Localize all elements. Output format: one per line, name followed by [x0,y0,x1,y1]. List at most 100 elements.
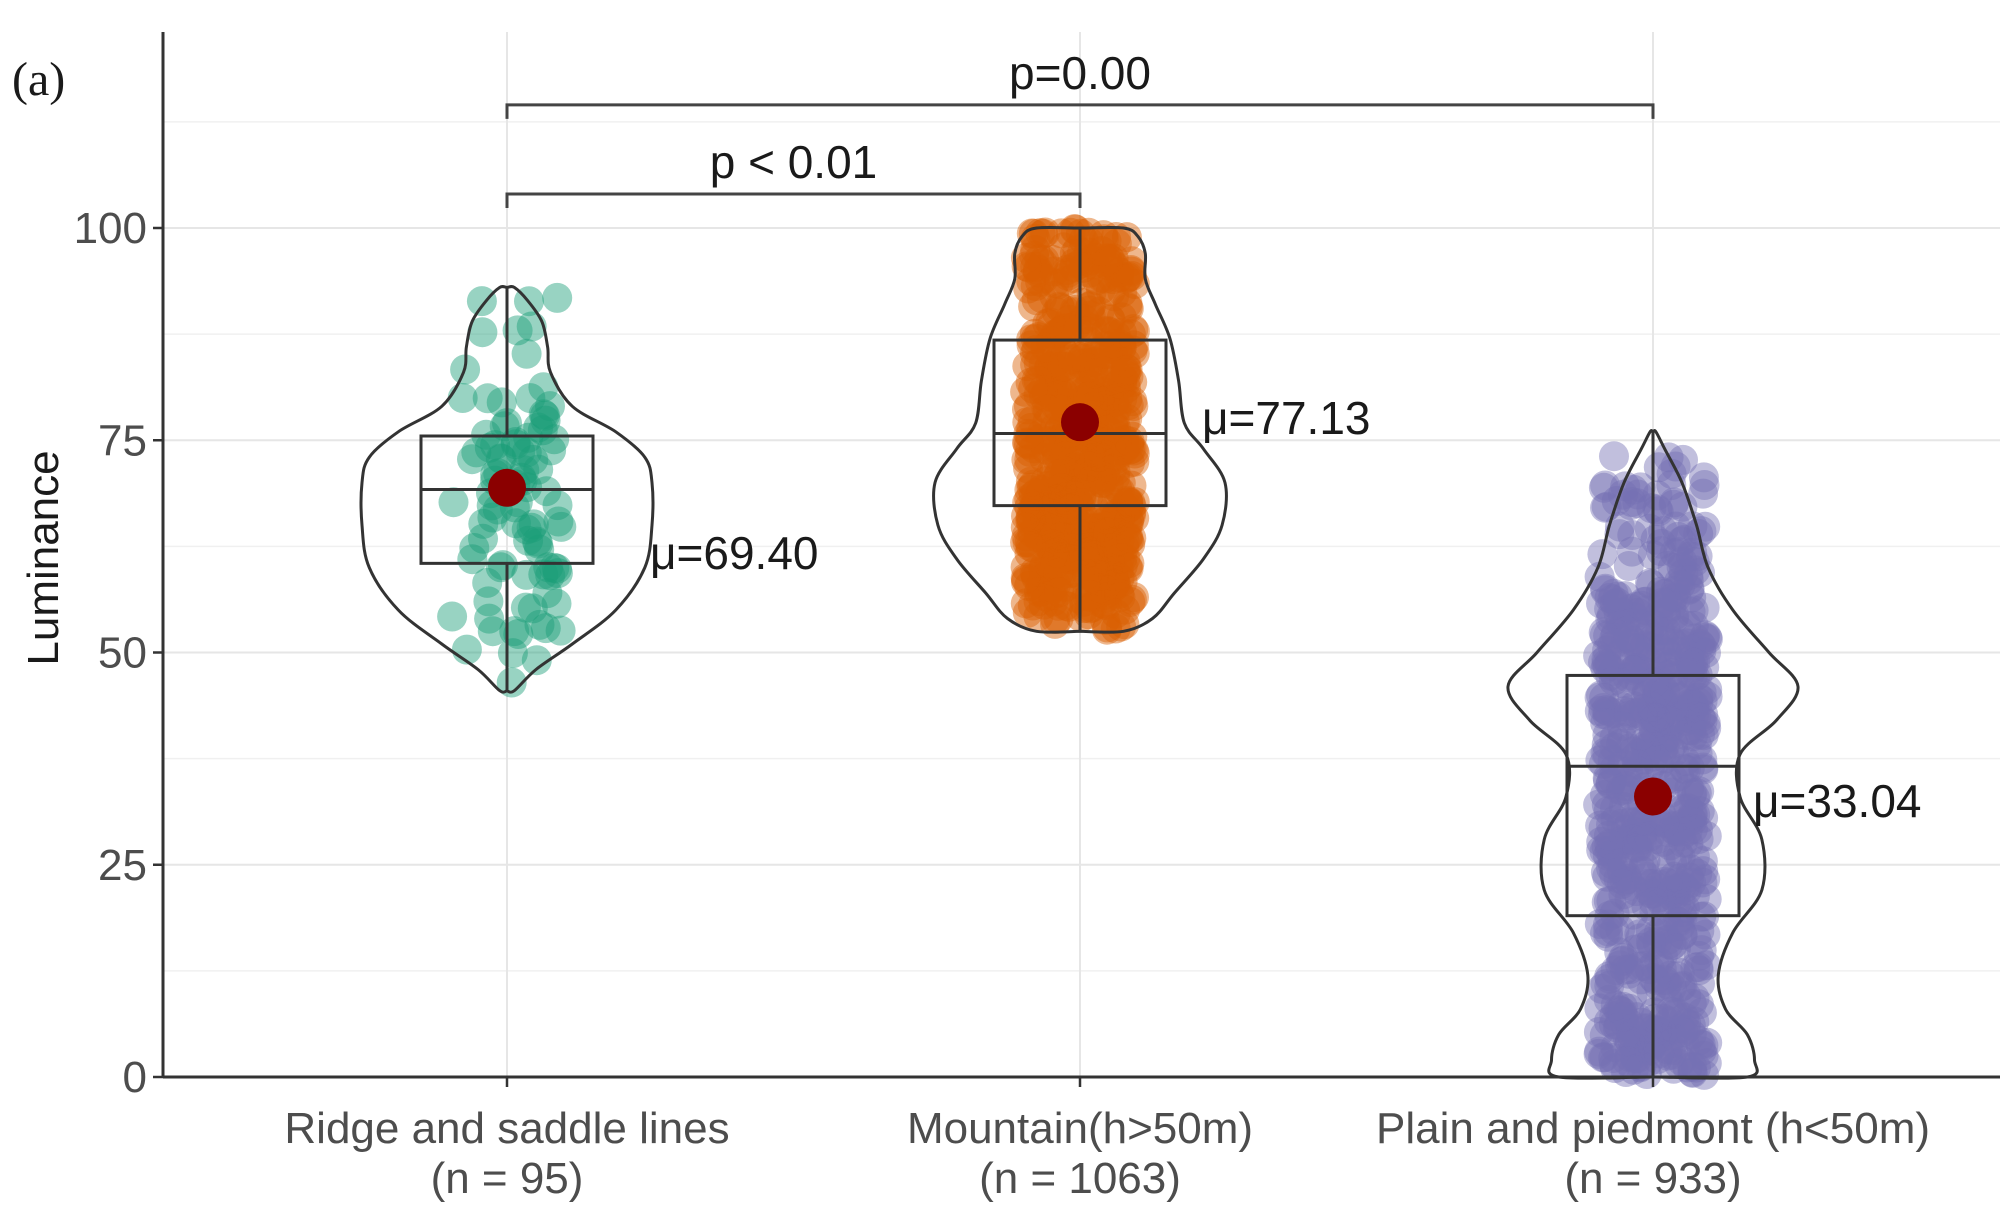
data-point [1095,245,1126,275]
data-point [1592,635,1623,666]
data-point [437,601,468,632]
data-point [1677,1057,1708,1088]
data-point [1634,954,1665,985]
data-point [1665,886,1696,917]
data-point [1046,218,1077,249]
data-point [1014,571,1045,601]
data-point [1640,807,1671,838]
data-point [1616,1013,1647,1044]
data-point [1113,390,1144,421]
data-point [1612,767,1642,797]
data-point [1645,874,1676,905]
data-point [1061,451,1091,482]
data-point [1635,915,1666,946]
data-point [1588,813,1619,844]
data-point [1073,480,1104,511]
data-point [528,559,559,590]
data-point [1012,427,1042,458]
data-point [1053,313,1083,344]
data-point [1590,779,1620,810]
data-point [1647,1018,1678,1048]
data-point [1030,561,1061,592]
data-point [1615,593,1646,624]
data-point [1077,313,1108,344]
data-point [1636,976,1667,1006]
data-point [1085,274,1116,305]
data-point [1018,480,1049,511]
data-point [1076,290,1107,321]
data-point [1610,471,1641,502]
data-point [1048,522,1078,553]
data-point [1624,666,1655,697]
data-point [1630,730,1661,761]
data-point [1605,914,1636,945]
data-point [1092,556,1123,587]
data-point [473,586,504,617]
data-point [1106,302,1137,333]
data-point [1588,693,1619,723]
data-point [1608,879,1639,910]
data-point [1048,314,1078,345]
data-point [1094,550,1125,580]
data-point [1597,849,1628,880]
data-point [1111,431,1142,462]
data-point [1081,336,1112,367]
data-point [1600,990,1631,1021]
data-point [1076,277,1107,308]
data-point [1044,291,1075,322]
data-point [1078,522,1109,552]
data-point [1675,688,1706,719]
data-point [1647,587,1678,618]
data-point [1071,462,1102,493]
data-point [1686,997,1717,1028]
y-tick-label: 50 [98,629,147,678]
data-point [1095,549,1126,580]
data-point [1678,721,1708,752]
data-point [518,444,549,475]
data-point [1595,769,1626,800]
data-point [1096,555,1127,586]
data-point [1052,489,1083,519]
data-point [1048,462,1079,493]
data-point [1074,532,1105,562]
data-point [1677,688,1708,719]
data-point [1622,833,1653,864]
data-point [1092,504,1122,534]
data-point [1010,566,1041,597]
p-value-label: p < 0.01 [710,136,878,188]
data-point [1015,420,1046,451]
data-point [1615,628,1646,659]
data-point [1022,506,1053,537]
data-point [1046,473,1077,504]
data-point [1021,285,1052,316]
data-point [1116,523,1147,554]
data-point [1055,558,1086,589]
data-point [1097,542,1128,573]
data-point [1683,952,1714,982]
data-point [1643,918,1674,948]
data-point [1594,970,1625,1001]
data-point [1117,246,1147,277]
data-point [1645,845,1676,876]
data-point [1033,352,1064,383]
data-point [1660,575,1691,606]
data-point [1642,678,1673,708]
data-point [1051,537,1082,568]
data-point [1689,592,1720,623]
data-point [1012,527,1043,558]
data-point [1040,319,1071,350]
data-point [1088,511,1119,542]
data-point [1092,339,1123,369]
data-point [1095,365,1126,396]
data-point [1087,461,1117,492]
data-point [1688,478,1719,509]
data-point [1060,214,1091,245]
data-point [1642,926,1673,957]
data-point [1035,513,1065,544]
data-point [1621,698,1652,729]
data-point [1014,444,1045,475]
data-point [1591,831,1622,862]
data-point [1647,699,1678,729]
data-point [1059,247,1090,278]
data-point [1614,807,1645,838]
